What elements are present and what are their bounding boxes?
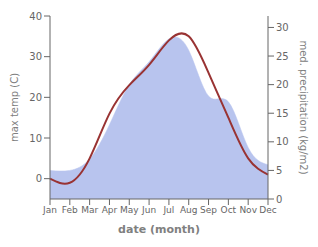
svg-text:med. precipitation (kg/m2): med. precipitation (kg/m2)	[298, 40, 309, 174]
svg-text:20: 20	[276, 79, 289, 90]
svg-text:date (month): date (month)	[118, 223, 200, 236]
svg-text:May: May	[120, 205, 139, 215]
svg-text:Oct: Oct	[221, 205, 237, 215]
svg-text:5: 5	[276, 165, 282, 176]
svg-text:Dec: Dec	[259, 205, 276, 215]
svg-text:Mar: Mar	[81, 205, 98, 215]
svg-text:Aug: Aug	[180, 205, 198, 215]
svg-text:Nov: Nov	[239, 205, 257, 215]
svg-text:15: 15	[276, 108, 289, 119]
svg-text:Feb: Feb	[62, 205, 78, 215]
svg-text:Jan: Jan	[42, 205, 57, 215]
svg-text:20: 20	[29, 92, 42, 103]
svg-text:Jul: Jul	[162, 205, 174, 215]
svg-text:40: 40	[29, 11, 42, 22]
svg-text:0: 0	[276, 194, 282, 205]
svg-text:0: 0	[36, 173, 42, 184]
svg-text:Apr: Apr	[102, 205, 118, 215]
svg-text:Jun: Jun	[141, 205, 156, 215]
svg-text:25: 25	[276, 51, 289, 62]
svg-text:10: 10	[276, 136, 289, 147]
svg-text:Sep: Sep	[200, 205, 217, 215]
svg-text:30: 30	[276, 22, 289, 33]
svg-text:30: 30	[29, 51, 42, 62]
svg-text:10: 10	[29, 133, 42, 144]
svg-text:max temp (C): max temp (C)	[9, 73, 20, 142]
